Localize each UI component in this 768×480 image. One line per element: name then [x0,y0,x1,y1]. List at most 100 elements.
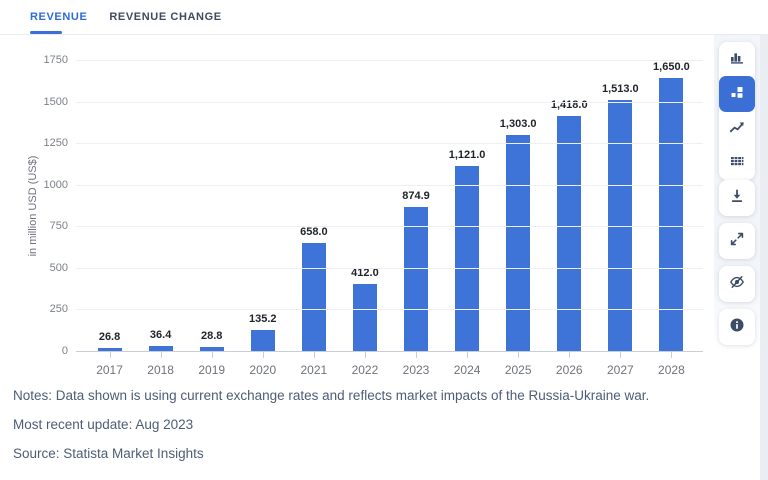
x-tick-label: 2018 [147,363,174,377]
bar-value-label: 26.8 [98,330,121,343]
chart-canvas: in million USD (US$) 26.8 2017 36.4 2018 28.… [0,34,768,386]
trend-line-button[interactable] [719,112,755,146]
bar[interactable] [659,77,684,352]
bar-column: 874.9 2023 [390,61,441,377]
x-tick-label: 2017 [96,363,123,377]
gridline [76,143,703,145]
notes-line: Notes: Data shown is using current excha… [13,388,650,403]
bar-column: 1,418.0 2026 [544,61,595,377]
gridline [76,101,703,103]
x-tick-label: 2021 [300,363,328,377]
download-button[interactable] [719,180,755,216]
bar[interactable] [148,345,173,352]
bars-row: 26.8 2017 36.4 2018 28.8 2019 135.2 2020 658.0 20… [84,60,697,378]
bar-value-label: 28.8 [200,330,223,343]
bar-value-label: 1,121.0 [448,148,486,161]
x-tick [569,352,571,358]
gridline [76,309,703,311]
bar-column: 412.0 2022 [339,61,390,378]
gridline [76,226,703,228]
block-chart-button[interactable] [719,76,755,112]
data-table-icon [729,153,745,174]
info-icon [729,317,745,338]
x-tick [313,352,315,358]
y-tick-label: 1750 [43,54,68,66]
bar-value-label: 1,303.0 [499,118,537,131]
bar[interactable] [557,116,582,352]
x-tick [518,352,520,358]
y-tick-label: 500 [49,261,68,274]
x-tick-label: 2020 [249,363,277,377]
y-tick-label: 0 [61,345,68,357]
y-tick-label: 250 [49,303,68,316]
bar[interactable] [199,347,224,352]
bar-value-label: 1,650.0 [653,60,690,73]
y-tick-label: 1250 [43,137,68,150]
trend-line-icon [729,119,745,140]
bar-column: 26.8 2017 [84,61,135,377]
x-tick [211,352,213,358]
x-tick [467,352,469,358]
x-tick-label: 2025 [504,363,532,377]
y-axis-title: in million USD (US$) [27,155,39,257]
x-tick [262,352,264,358]
tab-bar: REVENUE REVENUE CHANGE [0,0,768,35]
bar-column: 135.2 2020 [237,61,288,377]
x-tick-label: 2024 [453,363,481,377]
gridline [76,184,703,186]
bar-column: 1,650.0 2028 [646,60,697,377]
x-tick [109,352,111,358]
download-icon [729,188,745,209]
column-chart-button[interactable] [719,42,755,76]
gridline [76,267,703,269]
y-tick-label: 750 [49,220,68,233]
bar-value-label: 135.2 [249,312,277,325]
x-tick [364,352,366,358]
chart-footer: Notes: Data shown is using current excha… [13,388,698,475]
bar[interactable] [250,329,275,352]
tab-revenue-change[interactable]: REVENUE CHANGE [109,11,222,23]
bar-column: 28.8 2019 [186,61,237,377]
x-tick [620,352,622,358]
x-tick-label: 2022 [351,363,379,377]
fullscreen-button[interactable] [719,223,755,259]
bar[interactable] [301,242,326,352]
x-tick-label: 2019 [198,363,226,377]
source-line: Source: Statista Market Insights [13,446,204,461]
column-chart-icon [729,49,745,70]
y-tick-label: 1500 [43,95,68,108]
bar-value-label: 658.0 [300,225,328,238]
hide-labels-button[interactable] [719,266,755,302]
x-tick-label: 2028 [658,363,685,377]
x-tick-label: 2026 [555,363,583,377]
bar[interactable] [352,283,377,352]
info-button[interactable] [719,309,755,345]
tab-revenue[interactable]: REVENUE [30,0,87,34]
bar[interactable] [506,135,531,352]
plot-area: 26.8 2017 36.4 2018 28.8 2019 135.2 2020 658.0 20… [44,54,703,378]
fullscreen-icon [729,231,745,252]
bar[interactable] [404,206,428,352]
bar-column: 36.4 2018 [135,61,186,377]
bar-column: 1,513.0 2027 [595,61,646,377]
x-tick [416,352,417,358]
bar[interactable] [455,165,480,352]
gridline [76,60,703,61]
x-tick [671,352,673,358]
vertical-scrollbar[interactable] [760,35,768,480]
y-tick-label: 1000 [43,178,68,191]
bar[interactable] [97,347,122,352]
eye-off-icon [729,274,745,295]
block-chart-icon [729,84,745,105]
data-table-button[interactable] [719,146,755,180]
bar-column: 658.0 2021 [288,61,339,377]
bar-column: 1,303.0 2025 [493,61,544,377]
x-tick [160,352,162,358]
gridline [76,351,703,352]
bar-value-label: 412.0 [351,266,379,279]
x-tick-label: 2023 [402,363,430,377]
bar-value-label: 36.4 [149,328,172,341]
update-line: Most recent update: Aug 2023 [13,417,194,432]
x-tick-label: 2027 [606,363,634,377]
bar-value-label: 874.9 [402,189,430,202]
